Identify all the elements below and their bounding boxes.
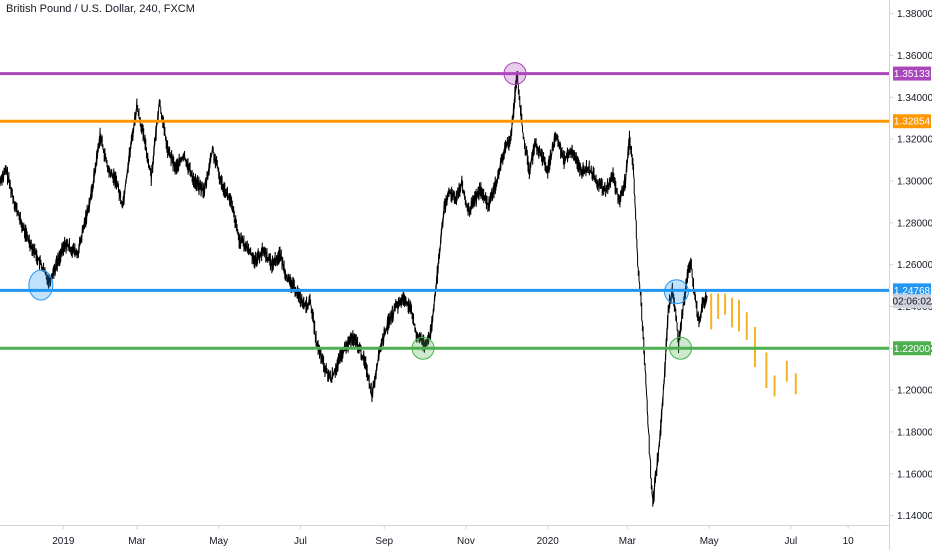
x-tick-label: 2020 [537, 536, 560, 547]
x-tick-label: May [209, 536, 228, 547]
x-tick-label: Mar [619, 536, 637, 547]
x-tick-label: Jul [294, 536, 307, 547]
y-tick-label: 1.16000 [897, 469, 932, 480]
y-tick-label: 1.32000 [897, 135, 932, 146]
y-tick-label: 1.34000 [897, 93, 932, 104]
y-tick-label: 1.28000 [897, 218, 932, 229]
x-tick-label: 2019 [52, 536, 75, 547]
price-level-label: 1.32854 [894, 117, 931, 128]
circle-marker[interactable] [503, 62, 527, 86]
y-tick-label: 1.30000 [897, 176, 932, 187]
price-level-label: 1.22000 [894, 344, 931, 355]
y-tick-label: 1.26000 [897, 260, 932, 271]
x-tick-label: Jul [785, 536, 798, 547]
price-level-badge [893, 114, 931, 129]
circle-marker[interactable] [28, 269, 54, 301]
x-tick-label: Nov [457, 536, 475, 547]
circle-marker[interactable] [669, 336, 693, 360]
x-tick-label: Mar [128, 536, 146, 547]
chart-title: British Pound / U.S. Dollar, 240, FXCM [6, 3, 195, 15]
price-level-badge [893, 283, 931, 298]
y-tick-label: 1.36000 [897, 51, 932, 62]
price-level-label: 1.35133 [894, 69, 931, 80]
y-tick-label: 1.20000 [897, 386, 932, 397]
countdown-badge [893, 294, 931, 309]
x-tick-label: 10 [843, 536, 855, 547]
y-tick-label: 1.38000 [897, 9, 932, 20]
price-series-line [0, 70, 708, 507]
countdown-label: 02:06:02 [893, 297, 932, 308]
circle-marker[interactable] [411, 336, 435, 360]
price-level-badge [893, 66, 931, 81]
x-tick-label: Sep [375, 536, 393, 547]
price-level-badge [893, 341, 931, 356]
circle-marker[interactable] [663, 279, 689, 305]
y-tick-label: 1.18000 [897, 427, 932, 438]
y-tick-label: 1.14000 [897, 511, 932, 522]
price-level-label: 1.24768 [894, 286, 931, 297]
x-tick-label: May [700, 536, 719, 547]
